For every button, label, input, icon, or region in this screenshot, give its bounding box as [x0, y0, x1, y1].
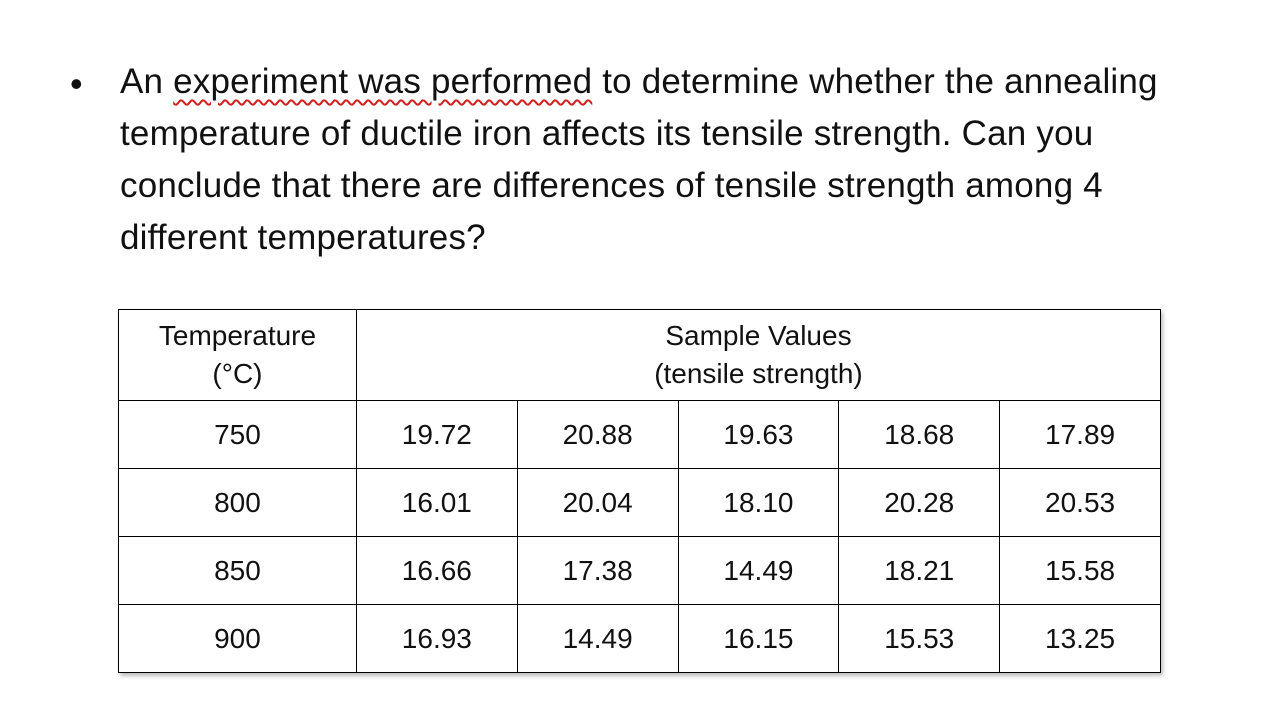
value-cell: 16.15	[677, 604, 840, 673]
value-cell: 18.10	[677, 468, 840, 537]
question-text-post: to determine whether the annealing tempe…	[120, 62, 1158, 257]
value-cell: 18.68	[838, 400, 1001, 469]
value-cell: 17.38	[516, 536, 679, 605]
question-text-pre: An	[120, 62, 174, 101]
value-cell: 20.88	[516, 400, 679, 469]
value-cell: 19.72	[355, 400, 518, 469]
temperature-cell: 800	[118, 468, 357, 537]
value-cell: 14.49	[516, 604, 679, 673]
temperature-header: Temperature (°C)	[118, 309, 357, 401]
sample-values-header-line2: (tensile strength)	[654, 358, 863, 389]
temperature-cell: 900	[118, 604, 357, 673]
table-row: 900 16.93 14.49 16.15 15.53 13.25	[118, 604, 1161, 673]
value-cell: 16.01	[355, 468, 518, 537]
temperature-cell: 750	[118, 400, 357, 469]
value-cell: 18.21	[838, 536, 1001, 605]
sample-values-header: Sample Values (tensile strength)	[355, 309, 1162, 401]
spellcheck-underlined-phrase: experiment was performed	[173, 62, 593, 101]
table-row: 850 16.66 17.38 14.49 18.21 15.58	[118, 536, 1161, 605]
value-cell: 13.25	[999, 604, 1161, 673]
temperature-header-line1: Temperature	[158, 320, 317, 351]
bullet-marker: •	[70, 63, 83, 104]
table-header-row: Temperature (°C) Sample Values (tensile …	[118, 309, 1162, 401]
sample-values-header-line1: Sample Values	[665, 320, 852, 351]
bullet-point: • An experiment was performed to determi…	[70, 56, 1160, 264]
question-text: An experiment was performed to determine…	[120, 56, 1160, 264]
value-cell: 20.04	[516, 468, 679, 537]
value-cell: 17.89	[999, 400, 1161, 469]
temperature-header-unit: (°C)	[212, 358, 263, 389]
value-cell: 14.49	[677, 536, 840, 605]
tensile-strength-table: Temperature (°C) Sample Values (tensile …	[118, 309, 1162, 673]
value-cell: 20.53	[999, 468, 1161, 537]
value-cell: 16.93	[355, 604, 518, 673]
table-row: 800 16.01 20.04 18.10 20.28 20.53	[118, 468, 1161, 537]
value-cell: 20.28	[838, 468, 1001, 537]
table-row: 750 19.72 20.88 19.63 18.68 17.89	[118, 400, 1161, 469]
value-cell: 16.66	[355, 536, 518, 605]
value-cell: 19.63	[677, 400, 840, 469]
temperature-cell: 850	[118, 536, 357, 605]
value-cell: 15.53	[838, 604, 1001, 673]
value-cell: 15.58	[999, 536, 1161, 605]
